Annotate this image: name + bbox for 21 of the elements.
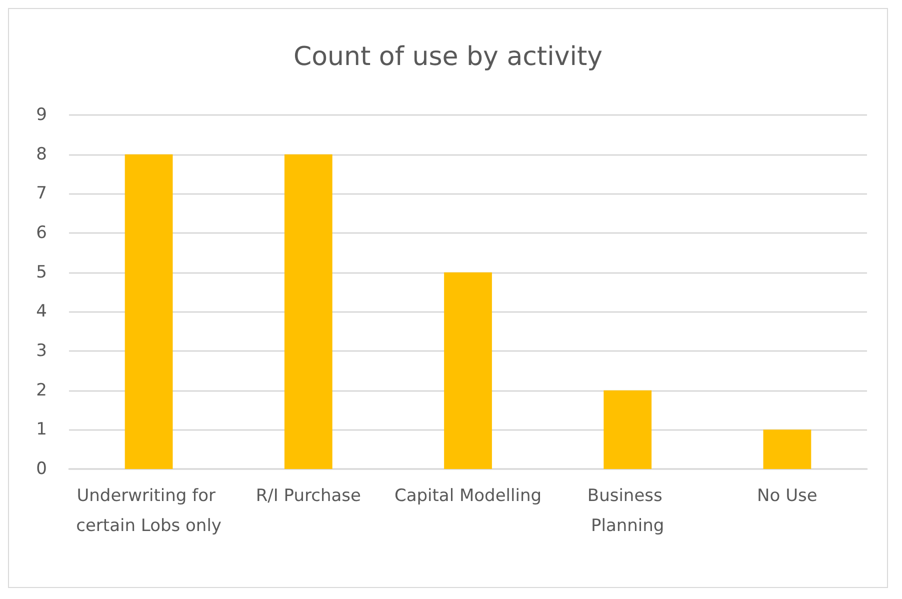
bar xyxy=(604,390,652,469)
bar xyxy=(763,430,812,469)
y-tick-label: 2 xyxy=(36,380,47,400)
x-tick-label: R/I Purchase xyxy=(256,486,361,506)
chart-title: Count of use by activity xyxy=(293,42,603,72)
x-tick-label: Capital Modelling xyxy=(394,486,542,506)
y-tick-label: 6 xyxy=(36,223,47,243)
y-tick-label: 0 xyxy=(36,459,47,479)
y-tick-label: 8 xyxy=(36,144,47,164)
bar xyxy=(444,272,492,469)
y-tick-label: 9 xyxy=(36,105,47,125)
y-tick-label: 7 xyxy=(36,184,47,204)
y-tick-label: 1 xyxy=(36,420,47,440)
bar xyxy=(284,154,332,469)
bar xyxy=(124,154,173,469)
x-tick-label: No Use xyxy=(757,486,818,506)
x-tick-label: Business Planning xyxy=(587,486,668,536)
y-tick-label: 4 xyxy=(36,302,47,322)
y-tick-label: 3 xyxy=(36,341,47,361)
y-tick-label: 5 xyxy=(36,262,47,282)
x-tick-label: Underwriting for certain Lobs only xyxy=(76,486,222,536)
